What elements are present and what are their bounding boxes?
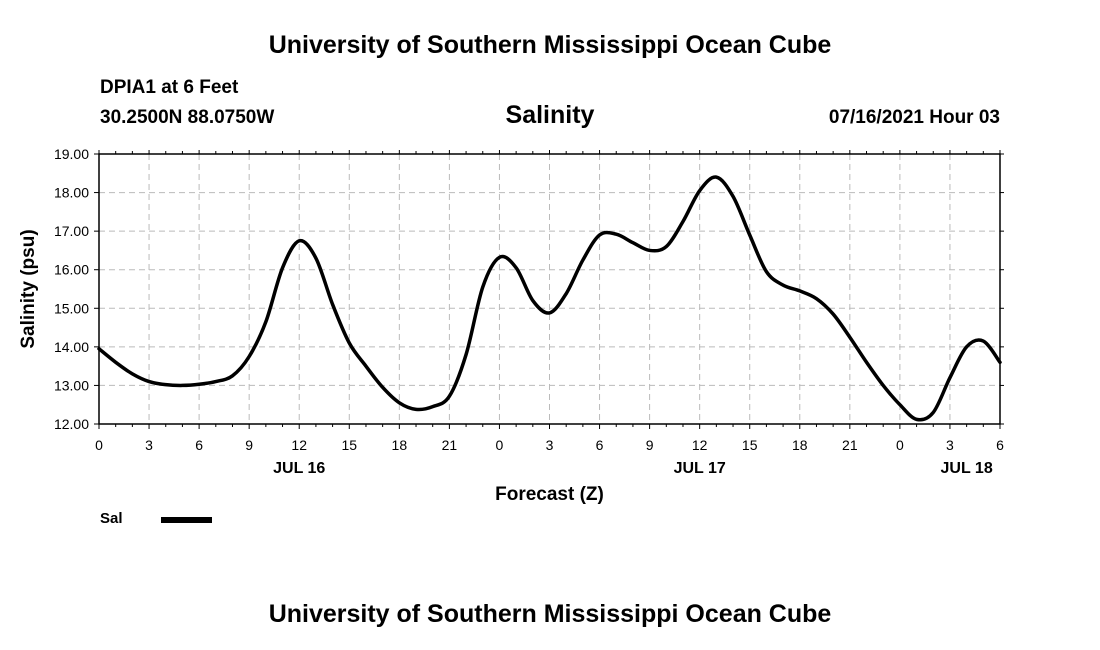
- axis-tick-labels: 0 3 6 9 12 15 18 21 0 3 6 9 12 15 18 21 0 3 6 12.00 13.00 14.…: [54, 146, 1004, 477]
- x-axis-title: Forecast (Z): [495, 484, 604, 505]
- date-label: JUL 18: [941, 460, 993, 477]
- x-tick-label: 12: [692, 437, 708, 453]
- station-coordinates: 30.2500N 88.0750W: [100, 107, 275, 128]
- x-tick-label: 0: [896, 437, 904, 453]
- chart-title: University of Southern Mississippi Ocean…: [268, 31, 832, 59]
- y-tick-label: 18.00: [54, 185, 89, 201]
- legend-label: Sal: [100, 510, 123, 527]
- footer-title: University of Southern Mississippi Ocean…: [268, 600, 832, 628]
- series-line-sal: [97, 175, 1002, 422]
- x-tick-label: 15: [742, 437, 758, 453]
- x-tick-label: 6: [996, 437, 1004, 453]
- x-tick-label: 0: [496, 437, 504, 453]
- x-tick-label: 6: [195, 437, 203, 453]
- x-tick-label: 6: [596, 437, 604, 453]
- x-tick-label: 12: [291, 437, 307, 453]
- legend-swatch: [161, 517, 212, 523]
- x-tick-label: 9: [245, 437, 253, 453]
- x-tick-label: 3: [546, 437, 554, 453]
- y-tick-label: 12.00: [54, 416, 89, 432]
- y-tick-label: 16.00: [54, 262, 89, 278]
- chart-subtitle: Salinity: [505, 101, 595, 129]
- station-name: DPIA1 at 6 Feet: [100, 77, 239, 98]
- x-tick-label: 0: [95, 437, 103, 453]
- x-tick-label: 18: [392, 437, 408, 453]
- y-tick-label: 14.00: [54, 339, 89, 355]
- date-label: JUL 17: [674, 460, 726, 477]
- x-tick-label: 9: [646, 437, 654, 453]
- x-tick-label: 3: [145, 437, 153, 453]
- x-tick-label: 21: [442, 437, 458, 453]
- date-label: JUL 16: [273, 460, 325, 477]
- grid-lines: [99, 154, 1000, 424]
- y-tick-label: 19.00: [54, 146, 89, 162]
- series-layer: [97, 175, 1002, 422]
- y-tick-label: 15.00: [54, 300, 89, 316]
- y-tick-label: 17.00: [54, 223, 89, 239]
- x-tick-label: 15: [341, 437, 357, 453]
- y-axis-title: Salinity (psu): [18, 229, 39, 348]
- x-tick-label: 3: [946, 437, 954, 453]
- x-tick-label: 21: [842, 437, 858, 453]
- forecast-timestamp: 07/16/2021 Hour 03: [828, 107, 1000, 128]
- x-tick-label: 18: [792, 437, 808, 453]
- plot-frame: [98, 153, 1001, 425]
- y-tick-label: 13.00: [54, 377, 89, 393]
